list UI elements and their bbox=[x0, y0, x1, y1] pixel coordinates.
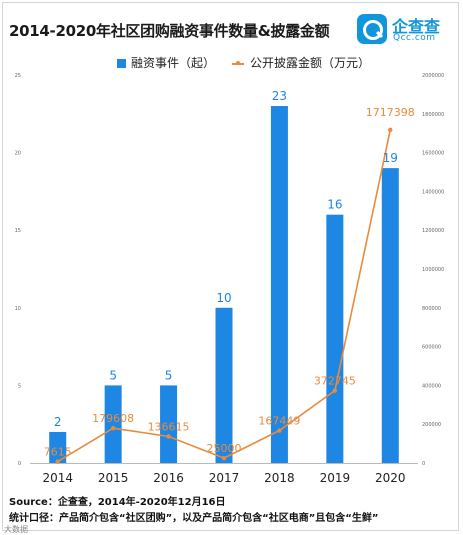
y-right-tick-label: 200000 bbox=[422, 422, 441, 428]
bar bbox=[104, 385, 122, 463]
y-left-tick-label: 5 bbox=[18, 383, 21, 389]
bar-swatch-icon bbox=[117, 59, 126, 68]
source-note: Source：企查查，2014年-2020年12月16日 bbox=[9, 497, 226, 508]
bar bbox=[270, 106, 288, 463]
x-tick-label: 2015 bbox=[98, 471, 129, 485]
line-value-label: 179608 bbox=[92, 412, 134, 425]
y-right-tick-label: 1600000 bbox=[422, 151, 444, 157]
y-right-tick-label: 800000 bbox=[422, 306, 441, 312]
bar bbox=[49, 431, 67, 463]
y-left-tick-label: 20 bbox=[15, 151, 21, 157]
y-left-tick-label: 15 bbox=[15, 228, 21, 234]
bar bbox=[326, 214, 344, 463]
legend-item-line: 公开披露金额（万元） bbox=[232, 54, 370, 70]
bar-value-label: 10 bbox=[216, 291, 231, 305]
line-point bbox=[221, 455, 227, 461]
y-right-tick-label: 1800000 bbox=[422, 112, 444, 118]
line-value-label: 25000 bbox=[207, 442, 242, 455]
logo-name: 企查查 bbox=[392, 17, 441, 36]
watermark: 大数据 bbox=[4, 525, 28, 534]
line-swatch-icon bbox=[232, 59, 244, 68]
x-tick-label: 2016 bbox=[153, 471, 184, 485]
legend-line-label: 公开披露金额（万元） bbox=[250, 56, 371, 70]
x-tick-label: 2018 bbox=[264, 471, 295, 485]
bar bbox=[160, 385, 178, 463]
chart-frame bbox=[2, 2, 459, 531]
line-value-label: 167449 bbox=[258, 415, 300, 428]
y-right-tick-label: 2000000 bbox=[422, 73, 444, 79]
line-point bbox=[55, 459, 60, 464]
y-left-tick-label: 10 bbox=[15, 306, 21, 312]
line-point bbox=[110, 425, 116, 431]
line-value-label: 7615 bbox=[44, 446, 72, 459]
legend-item-bar: 融资事件（起） bbox=[117, 54, 215, 70]
bar-value-label: 19 bbox=[383, 151, 398, 165]
y-left-tick-label: 0 bbox=[18, 461, 21, 467]
y-right-tick-label: 1000000 bbox=[422, 267, 444, 273]
line-point bbox=[332, 388, 338, 393]
bar bbox=[215, 307, 233, 463]
y-right-tick-label: 1200000 bbox=[422, 228, 444, 234]
y-left-tick-label: 25 bbox=[15, 73, 21, 79]
line-value-label: 372745 bbox=[314, 375, 356, 388]
y-right-tick-label: 400000 bbox=[422, 383, 441, 389]
chart-title: 2014-2020年社区团购融资事件数量&披露金额 bbox=[9, 22, 330, 40]
logo-domain: Qcc.com bbox=[393, 33, 436, 43]
bar-value-label: 2 bbox=[54, 415, 62, 429]
methodology-note: 统计口径：产品简介包含“社区团购”，以及产品简介包含“社区电商”且包含“生鲜” bbox=[9, 513, 379, 524]
line-point bbox=[388, 127, 393, 133]
line-value-label: 136615 bbox=[148, 420, 190, 433]
qcc-logo: 企查查 Qcc.com bbox=[357, 12, 457, 48]
bar-value-label: 5 bbox=[109, 368, 117, 382]
line-point bbox=[277, 428, 282, 433]
x-tick-label: 2019 bbox=[320, 471, 351, 485]
legend-bar-label: 融资事件（起） bbox=[131, 56, 216, 70]
y-right-tick-label: 0 bbox=[422, 461, 425, 467]
magnifier-icon bbox=[357, 14, 387, 44]
line-value-label: 1717398 bbox=[366, 106, 415, 119]
line-point bbox=[166, 434, 171, 439]
bar bbox=[381, 168, 399, 463]
bar-value-label: 23 bbox=[272, 89, 287, 103]
x-tick-label: 2020 bbox=[375, 471, 406, 485]
bar-value-label: 16 bbox=[327, 198, 342, 212]
bar-value-label: 5 bbox=[165, 368, 173, 382]
x-tick-label: 2014 bbox=[42, 471, 73, 485]
x-tick-label: 2017 bbox=[209, 471, 240, 485]
y-right-tick-label: 600000 bbox=[422, 345, 441, 351]
y-right-tick-label: 1400000 bbox=[422, 189, 444, 195]
